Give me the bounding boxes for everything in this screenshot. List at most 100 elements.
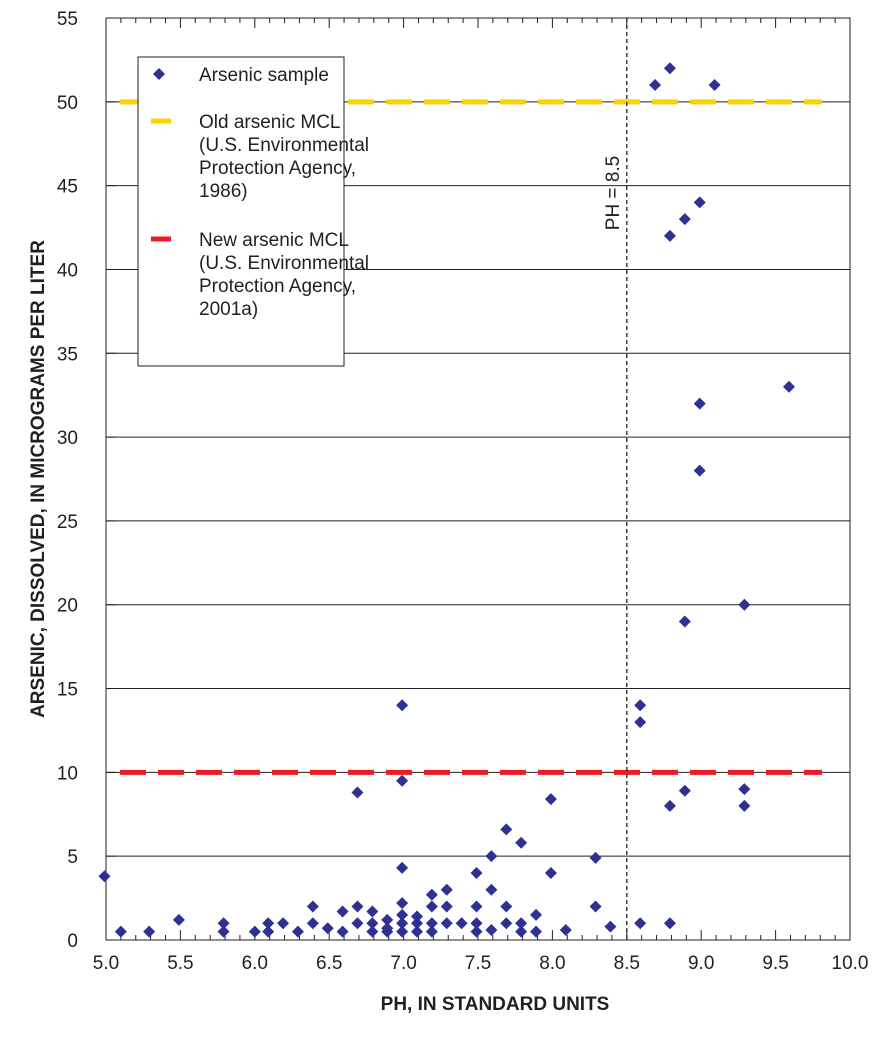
y-tick-label: 15 bbox=[57, 680, 78, 701]
data-point bbox=[500, 917, 513, 930]
data-point bbox=[381, 913, 394, 926]
data-point bbox=[396, 897, 409, 910]
data-point bbox=[172, 913, 185, 926]
data-point bbox=[634, 716, 647, 729]
data-point bbox=[485, 883, 498, 896]
y-axis-title: ARSENIC, DISSOLVED, IN MICROGRAMS PER LI… bbox=[28, 240, 49, 718]
x-tick-label: 7.5 bbox=[465, 953, 491, 974]
data-point bbox=[410, 925, 423, 938]
legend-label: 2001a) bbox=[199, 299, 258, 320]
data-point bbox=[366, 905, 379, 918]
x-tick-label: 6.0 bbox=[242, 953, 268, 974]
legend-label: New arsenic MCL bbox=[199, 230, 349, 251]
legend-marker-diamond bbox=[153, 68, 165, 80]
data-point bbox=[634, 917, 647, 930]
data-point bbox=[410, 917, 423, 930]
y-tick-label: 0 bbox=[67, 931, 78, 952]
data-point bbox=[485, 850, 498, 863]
legend-label: Protection Agency, bbox=[199, 158, 356, 179]
data-point bbox=[649, 79, 662, 92]
data-point bbox=[515, 836, 528, 849]
data-point bbox=[530, 925, 543, 938]
data-point bbox=[396, 861, 409, 874]
y-tick-label: 10 bbox=[57, 763, 78, 784]
x-tick-label: 9.5 bbox=[762, 953, 788, 974]
y-tick-label: 5 bbox=[67, 847, 78, 868]
data-point bbox=[262, 925, 275, 938]
data-point bbox=[425, 900, 438, 913]
data-point bbox=[663, 799, 676, 812]
data-point bbox=[470, 925, 483, 938]
x-tick-label: 9.0 bbox=[688, 953, 714, 974]
data-point bbox=[306, 917, 319, 930]
data-point bbox=[589, 900, 602, 913]
data-point bbox=[410, 910, 423, 923]
data-point bbox=[425, 888, 438, 901]
legend-label: 1986) bbox=[199, 181, 248, 202]
data-point bbox=[589, 851, 602, 864]
data-point bbox=[396, 925, 409, 938]
data-point bbox=[351, 786, 364, 799]
data-point bbox=[440, 883, 453, 896]
data-point bbox=[470, 866, 483, 879]
x-tick-label: 8.5 bbox=[614, 953, 640, 974]
data-point bbox=[336, 925, 349, 938]
data-point bbox=[366, 925, 379, 938]
data-point bbox=[663, 229, 676, 242]
data-point bbox=[515, 917, 528, 930]
y-tick-label: 40 bbox=[57, 260, 78, 281]
data-point bbox=[782, 380, 795, 393]
y-tick-label: 50 bbox=[57, 93, 78, 114]
data-point bbox=[559, 923, 572, 936]
data-point bbox=[321, 922, 334, 935]
y-tick-label: 55 bbox=[57, 9, 78, 30]
data-point bbox=[500, 823, 513, 836]
data-point bbox=[455, 917, 468, 930]
legend-label: Arsenic sample bbox=[199, 65, 329, 86]
data-point bbox=[262, 917, 275, 930]
data-point bbox=[634, 699, 647, 712]
data-point bbox=[738, 799, 751, 812]
data-point bbox=[738, 783, 751, 796]
data-point bbox=[277, 917, 290, 930]
legend-label: Protection Agency, bbox=[199, 276, 356, 297]
data-point bbox=[396, 774, 409, 787]
ph-reference-label: PH = 8.5 bbox=[603, 156, 624, 230]
data-point bbox=[98, 870, 111, 883]
legend-label: Old arsenic MCL bbox=[199, 112, 341, 133]
data-point bbox=[396, 908, 409, 921]
data-point bbox=[544, 866, 557, 879]
data-point bbox=[470, 900, 483, 913]
data-point bbox=[738, 598, 751, 611]
legend-box bbox=[137, 56, 345, 367]
data-point bbox=[425, 917, 438, 930]
y-tick-label: 35 bbox=[57, 344, 78, 365]
data-point bbox=[678, 784, 691, 797]
data-point bbox=[366, 917, 379, 930]
data-point bbox=[470, 917, 483, 930]
x-axis-title: PH, IN STANDARD UNITS bbox=[381, 994, 610, 1015]
data-point bbox=[663, 917, 676, 930]
data-point bbox=[693, 196, 706, 209]
data-point bbox=[336, 905, 349, 918]
data-point bbox=[248, 925, 261, 938]
x-tick-label: 5.5 bbox=[167, 953, 193, 974]
x-axis-tick-labels: 5.0 5.5 6.0 6.5 7.0 7.5 8.0 8.5 9.0 9.5 10.0 bbox=[93, 953, 869, 974]
y-tick-label: 45 bbox=[57, 177, 78, 198]
data-point bbox=[485, 923, 498, 936]
y-tick-label: 30 bbox=[57, 428, 78, 449]
data-point bbox=[217, 917, 230, 930]
x-tick-label: 5.0 bbox=[93, 953, 119, 974]
data-point bbox=[351, 900, 364, 913]
y-tick-label: 20 bbox=[57, 596, 78, 617]
data-point bbox=[604, 920, 617, 933]
data-point bbox=[440, 917, 453, 930]
data-point bbox=[291, 925, 304, 938]
data-point bbox=[143, 925, 156, 938]
data-point bbox=[678, 615, 691, 628]
data-point bbox=[693, 464, 706, 477]
legend-label: (U.S. Environmental bbox=[199, 253, 369, 274]
data-point bbox=[515, 925, 528, 938]
data-point bbox=[351, 917, 364, 930]
